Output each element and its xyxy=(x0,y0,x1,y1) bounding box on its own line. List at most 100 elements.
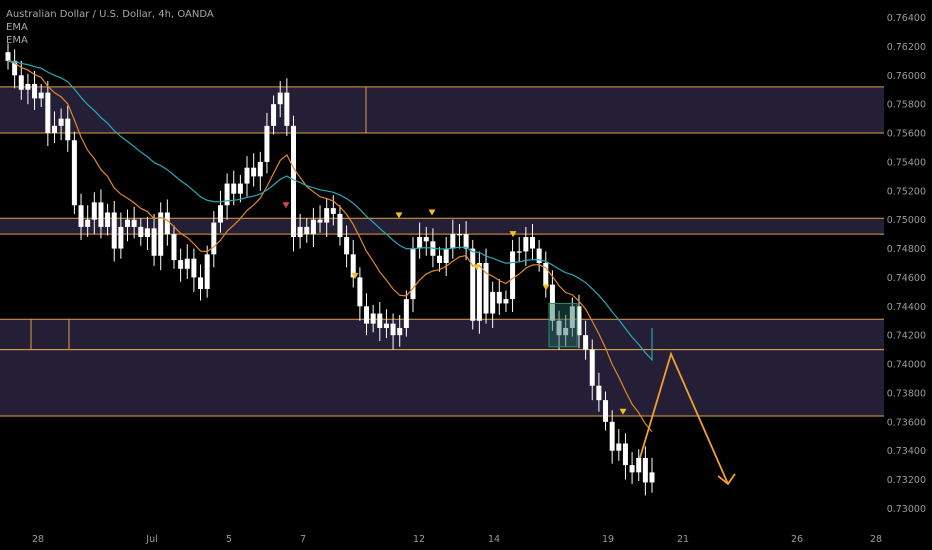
candle-body xyxy=(583,335,589,350)
candle-body xyxy=(237,183,243,194)
candle-body xyxy=(32,83,38,99)
candle-body xyxy=(297,226,303,238)
candle-body xyxy=(5,52,11,61)
zone-2 xyxy=(0,319,884,350)
candle-body xyxy=(191,258,197,278)
candle-body xyxy=(543,263,549,285)
sell-signal-marker-red xyxy=(282,202,290,209)
candle-body xyxy=(224,183,230,206)
sell-signal-marker xyxy=(509,231,517,238)
candle-body xyxy=(609,421,615,451)
candle-body xyxy=(71,140,77,206)
candle-body xyxy=(58,118,64,126)
candle-body xyxy=(324,208,330,223)
candle-body xyxy=(45,92,51,134)
x-tick-label: 14 xyxy=(488,534,500,545)
candle-body xyxy=(178,260,184,269)
sell-signal-marker xyxy=(428,209,436,216)
y-tick-label: 0.75400 xyxy=(887,157,926,168)
candle-body xyxy=(390,323,396,336)
candle-body xyxy=(171,234,177,261)
y-tick-label: 0.73800 xyxy=(887,388,926,399)
candle-body xyxy=(317,219,323,223)
y-tick-label: 0.76200 xyxy=(887,42,926,53)
x-tick-label: 28 xyxy=(32,534,44,545)
candle-body xyxy=(549,284,555,321)
candle-body xyxy=(603,400,609,422)
candle-body xyxy=(596,385,602,401)
candle-body xyxy=(131,219,137,227)
candle-body xyxy=(510,251,516,300)
candle-body xyxy=(437,255,443,263)
y-tick-label: 0.74000 xyxy=(887,360,926,371)
sell-signal-marker xyxy=(619,408,627,415)
y-tick-label: 0.74800 xyxy=(887,244,926,255)
candle-body xyxy=(443,248,449,263)
sell-signal-marker xyxy=(542,284,550,291)
candle-body xyxy=(629,465,635,473)
y-tick-label: 0.73400 xyxy=(887,446,926,457)
candle-body xyxy=(244,167,250,184)
x-tick-label: 5 xyxy=(226,534,232,545)
candle-body xyxy=(383,323,389,328)
candle-body xyxy=(529,237,535,249)
candle-body xyxy=(344,237,350,255)
candle-body xyxy=(211,222,217,255)
candle-body xyxy=(569,306,575,328)
candle-body xyxy=(111,212,117,249)
candle-body xyxy=(576,306,582,336)
candle-body xyxy=(125,219,131,227)
highlight-box xyxy=(548,302,578,348)
candle-body xyxy=(184,258,190,269)
y-tick-label: 0.73200 xyxy=(887,475,926,486)
candle-body xyxy=(377,313,383,328)
candle-body xyxy=(516,251,522,253)
candle-body xyxy=(98,202,104,227)
y-tick-label: 0.74600 xyxy=(887,273,926,284)
candle-body xyxy=(251,167,257,177)
y-tick-label: 0.73600 xyxy=(887,417,926,428)
candle-body xyxy=(556,320,562,336)
chart-legend: Australian Dollar / U.S. Dollar, 4h, OAN… xyxy=(6,8,214,47)
candle-body xyxy=(277,92,283,105)
candle-body xyxy=(105,212,111,227)
instrument-title: Australian Dollar / U.S. Dollar, 4h, OAN… xyxy=(6,9,214,20)
ema-slow-label[interactable]: EMA xyxy=(6,35,28,46)
candle-body xyxy=(483,263,489,314)
candle-body xyxy=(158,212,164,256)
sell-signal-marker xyxy=(473,264,481,271)
candle-body xyxy=(370,313,376,324)
projection-path xyxy=(639,351,729,485)
ema-slow-line xyxy=(7,60,653,362)
candle-body xyxy=(284,92,290,126)
candle-body xyxy=(91,202,97,220)
candle-body xyxy=(204,254,210,289)
candle-body xyxy=(350,254,356,278)
candle-body xyxy=(364,306,370,324)
candle-body xyxy=(589,349,595,386)
candle-body xyxy=(151,228,157,256)
candle-body xyxy=(231,183,237,194)
y-tick-label: 0.76400 xyxy=(887,13,926,24)
ema-fast-label[interactable]: EMA xyxy=(6,22,28,33)
candle-body xyxy=(264,125,270,162)
candle-body xyxy=(476,263,482,321)
candle-body xyxy=(496,291,502,304)
x-tick-label: 7 xyxy=(300,534,306,545)
candle-body xyxy=(144,228,150,238)
candle-body xyxy=(523,237,529,252)
sell-signal-marker xyxy=(395,212,403,219)
x-tick-label: 21 xyxy=(677,534,689,545)
y-tick-label: 0.75600 xyxy=(887,129,926,140)
candle-body xyxy=(118,226,124,249)
candle-body xyxy=(563,327,569,336)
candle-body xyxy=(536,248,542,263)
candle-body xyxy=(490,291,496,314)
candle-body xyxy=(51,125,57,134)
candle-body xyxy=(271,104,277,126)
candle-body xyxy=(456,234,462,236)
candle-body xyxy=(450,234,456,249)
candle-body xyxy=(78,205,84,227)
candle-body xyxy=(164,212,170,235)
